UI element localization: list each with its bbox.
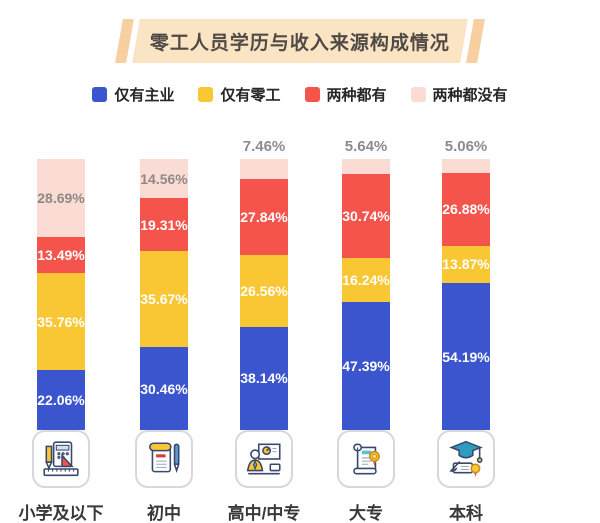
bar-value-label: 54.19%: [442, 348, 490, 365]
bar-column: 5.64% 30.74% 16.24% 47.39%: [342, 138, 390, 430]
bar-segment-both: 13.49%: [37, 236, 85, 274]
bar-column: 28.69% 13.49% 35.76% 22.06%: [37, 159, 85, 430]
legend-swatch: [198, 87, 214, 102]
bar-segment-neither: 28.69%: [37, 159, 85, 237]
category-card: [135, 430, 193, 488]
bar-segment-main-job-only: 47.39%: [342, 301, 390, 430]
bar-value-label: 22.06%: [37, 392, 85, 409]
bar-value-label: 30.46%: [140, 380, 188, 397]
category-label: 高中/中专: [227, 504, 301, 523]
legend-swatch: [304, 87, 320, 102]
category-card: [437, 430, 495, 488]
legend-label: 两种都有: [326, 87, 387, 104]
category-label: 大专: [349, 504, 383, 523]
presentation-teacher-icon: [246, 443, 281, 475]
legend-label: 仅有零工: [220, 87, 281, 104]
legend-item: 仅有零工: [198, 84, 281, 105]
chart-legend: 仅有主业 仅有零工 两种都有 两种都没有: [0, 84, 600, 105]
legend-item: 两种都有: [304, 84, 387, 105]
bar-value-label: 27.84%: [240, 208, 288, 225]
bar-segment-both: 19.31%: [140, 198, 188, 251]
bar-value-label-above: 5.64%: [344, 138, 388, 155]
bar-value-label: 13.49%: [37, 247, 85, 263]
bar-segment-both: 27.84%: [240, 179, 288, 255]
bar-segment-gig-only: 35.76%: [37, 273, 85, 371]
bar-column: 14.56% 19.31% 35.67% 30.46%: [140, 159, 188, 430]
category-card: [32, 430, 90, 488]
bar-segment-neither: [442, 159, 490, 173]
category-card: [235, 430, 293, 488]
bar-value-label: 26.88%: [442, 201, 490, 218]
bar-value-label: 47.39%: [342, 357, 390, 374]
category-label: 本科: [449, 504, 483, 523]
bar-segment-main-job-only: 54.19%: [442, 283, 490, 430]
bar-value-label: 26.56%: [240, 282, 288, 299]
bar-segment-main-job-only: 30.46%: [140, 347, 188, 430]
bar-value-label: 35.67%: [140, 291, 188, 308]
bar-segment-main-job-only: 38.14%: [240, 326, 288, 430]
legend-swatch: [92, 87, 108, 102]
bar-value-label: 13.87%: [442, 256, 490, 273]
bar-column: 5.06% 26.88% 13.87% 54.19%: [442, 138, 490, 430]
legend-item: 仅有主业: [92, 84, 174, 105]
bar-value-label-above: 5.06%: [444, 138, 488, 155]
bar-segment-both: 26.88%: [442, 172, 490, 246]
bar-segment-gig-only: 35.67%: [140, 250, 188, 348]
category-label: 小学及以下: [18, 504, 104, 523]
bar-value-label: 19.31%: [140, 216, 188, 233]
bar-segment-neither: 14.56%: [140, 159, 188, 199]
legend-item: 两种都没有: [410, 84, 508, 105]
bar-value-label: 38.14%: [240, 370, 288, 387]
calculator-stationery-icon: [43, 441, 79, 477]
legend-label: 两种都没有: [432, 87, 508, 104]
bar-value-label: 35.76%: [37, 313, 85, 330]
bar-segment-neither: [342, 159, 390, 175]
legend-swatch: [410, 87, 426, 102]
notebook-pen-icon: [149, 442, 180, 474]
category-label: 初中: [147, 504, 181, 523]
bar-value-label: 28.69%: [37, 189, 85, 206]
bar-segment-main-job-only: 22.06%: [37, 370, 85, 430]
diploma-scroll-icon: [353, 443, 380, 475]
legend-label: 仅有主业: [114, 87, 175, 104]
bar-segment-gig-only: 26.56%: [240, 254, 288, 327]
bar-segment-both: 30.74%: [342, 174, 390, 258]
category-card: [337, 430, 395, 488]
bar-column: 7.46% 27.84% 26.56% 38.14%: [240, 138, 288, 430]
bar-value-label: 16.24%: [342, 271, 390, 288]
bar-segment-neither: [240, 159, 288, 180]
bar-value-label: 30.74%: [342, 207, 390, 224]
bar-value-label-above: 7.46%: [242, 138, 286, 155]
bar-value-label: 14.56%: [140, 170, 188, 187]
graduation-cap-icon: [449, 440, 483, 477]
bar-segment-gig-only: 16.24%: [342, 257, 390, 302]
bar-segment-gig-only: 13.87%: [442, 245, 490, 284]
